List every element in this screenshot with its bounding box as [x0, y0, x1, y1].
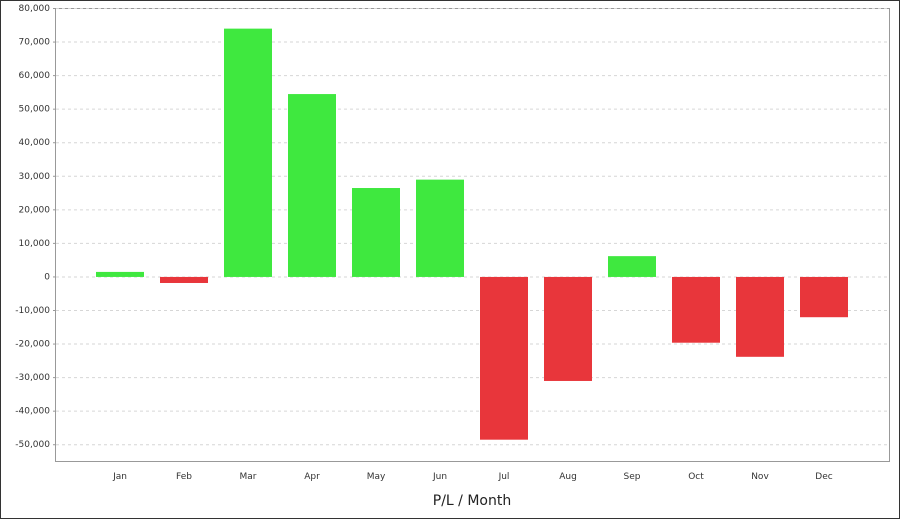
x-tick-label: Jul	[498, 472, 510, 482]
bar	[160, 276, 208, 283]
x-tick-label: Dec	[815, 472, 832, 482]
bar	[608, 256, 656, 277]
bar	[224, 28, 272, 277]
bar	[800, 276, 848, 318]
y-tick-label: 70,000	[19, 38, 51, 48]
y-tick-label: -30,000	[15, 373, 50, 383]
y-tick-label: -50,000	[15, 440, 50, 450]
x-tick-label: Apr	[304, 472, 320, 482]
y-tick-label: 80,000	[19, 4, 51, 14]
y-tick-label: -20,000	[15, 340, 50, 350]
y-tick-label: -40,000	[15, 407, 50, 417]
bar	[416, 179, 464, 277]
bar	[672, 276, 720, 343]
bar	[736, 276, 784, 357]
x-tick-label: May	[367, 472, 386, 482]
x-tick-label: Jun	[432, 472, 447, 482]
x-tick-label: Mar	[240, 472, 257, 482]
y-tick-label: 0	[44, 272, 50, 282]
x-tick-label: Feb	[176, 472, 192, 482]
y-tick-label: 30,000	[19, 172, 51, 182]
bar	[288, 94, 336, 277]
bar	[480, 276, 528, 440]
y-tick-label: 40,000	[19, 138, 51, 148]
y-tick-label: -10,000	[15, 306, 50, 316]
y-tick-label: 10,000	[19, 239, 51, 249]
bar	[544, 276, 592, 381]
y-tick-label: 50,000	[19, 105, 51, 115]
x-tick-label: Nov	[751, 472, 769, 482]
x-tick-label: Oct	[688, 472, 704, 482]
x-tick-label: Aug	[559, 472, 577, 482]
x-tick-label: Jan	[112, 472, 127, 482]
y-tick-label: 20,000	[19, 205, 51, 215]
x-axis-label: P/L / Month	[433, 493, 511, 509]
bar	[352, 188, 400, 277]
x-tick-label: Sep	[624, 472, 641, 482]
y-tick-label: 60,000	[19, 71, 51, 81]
bar	[96, 271, 144, 277]
